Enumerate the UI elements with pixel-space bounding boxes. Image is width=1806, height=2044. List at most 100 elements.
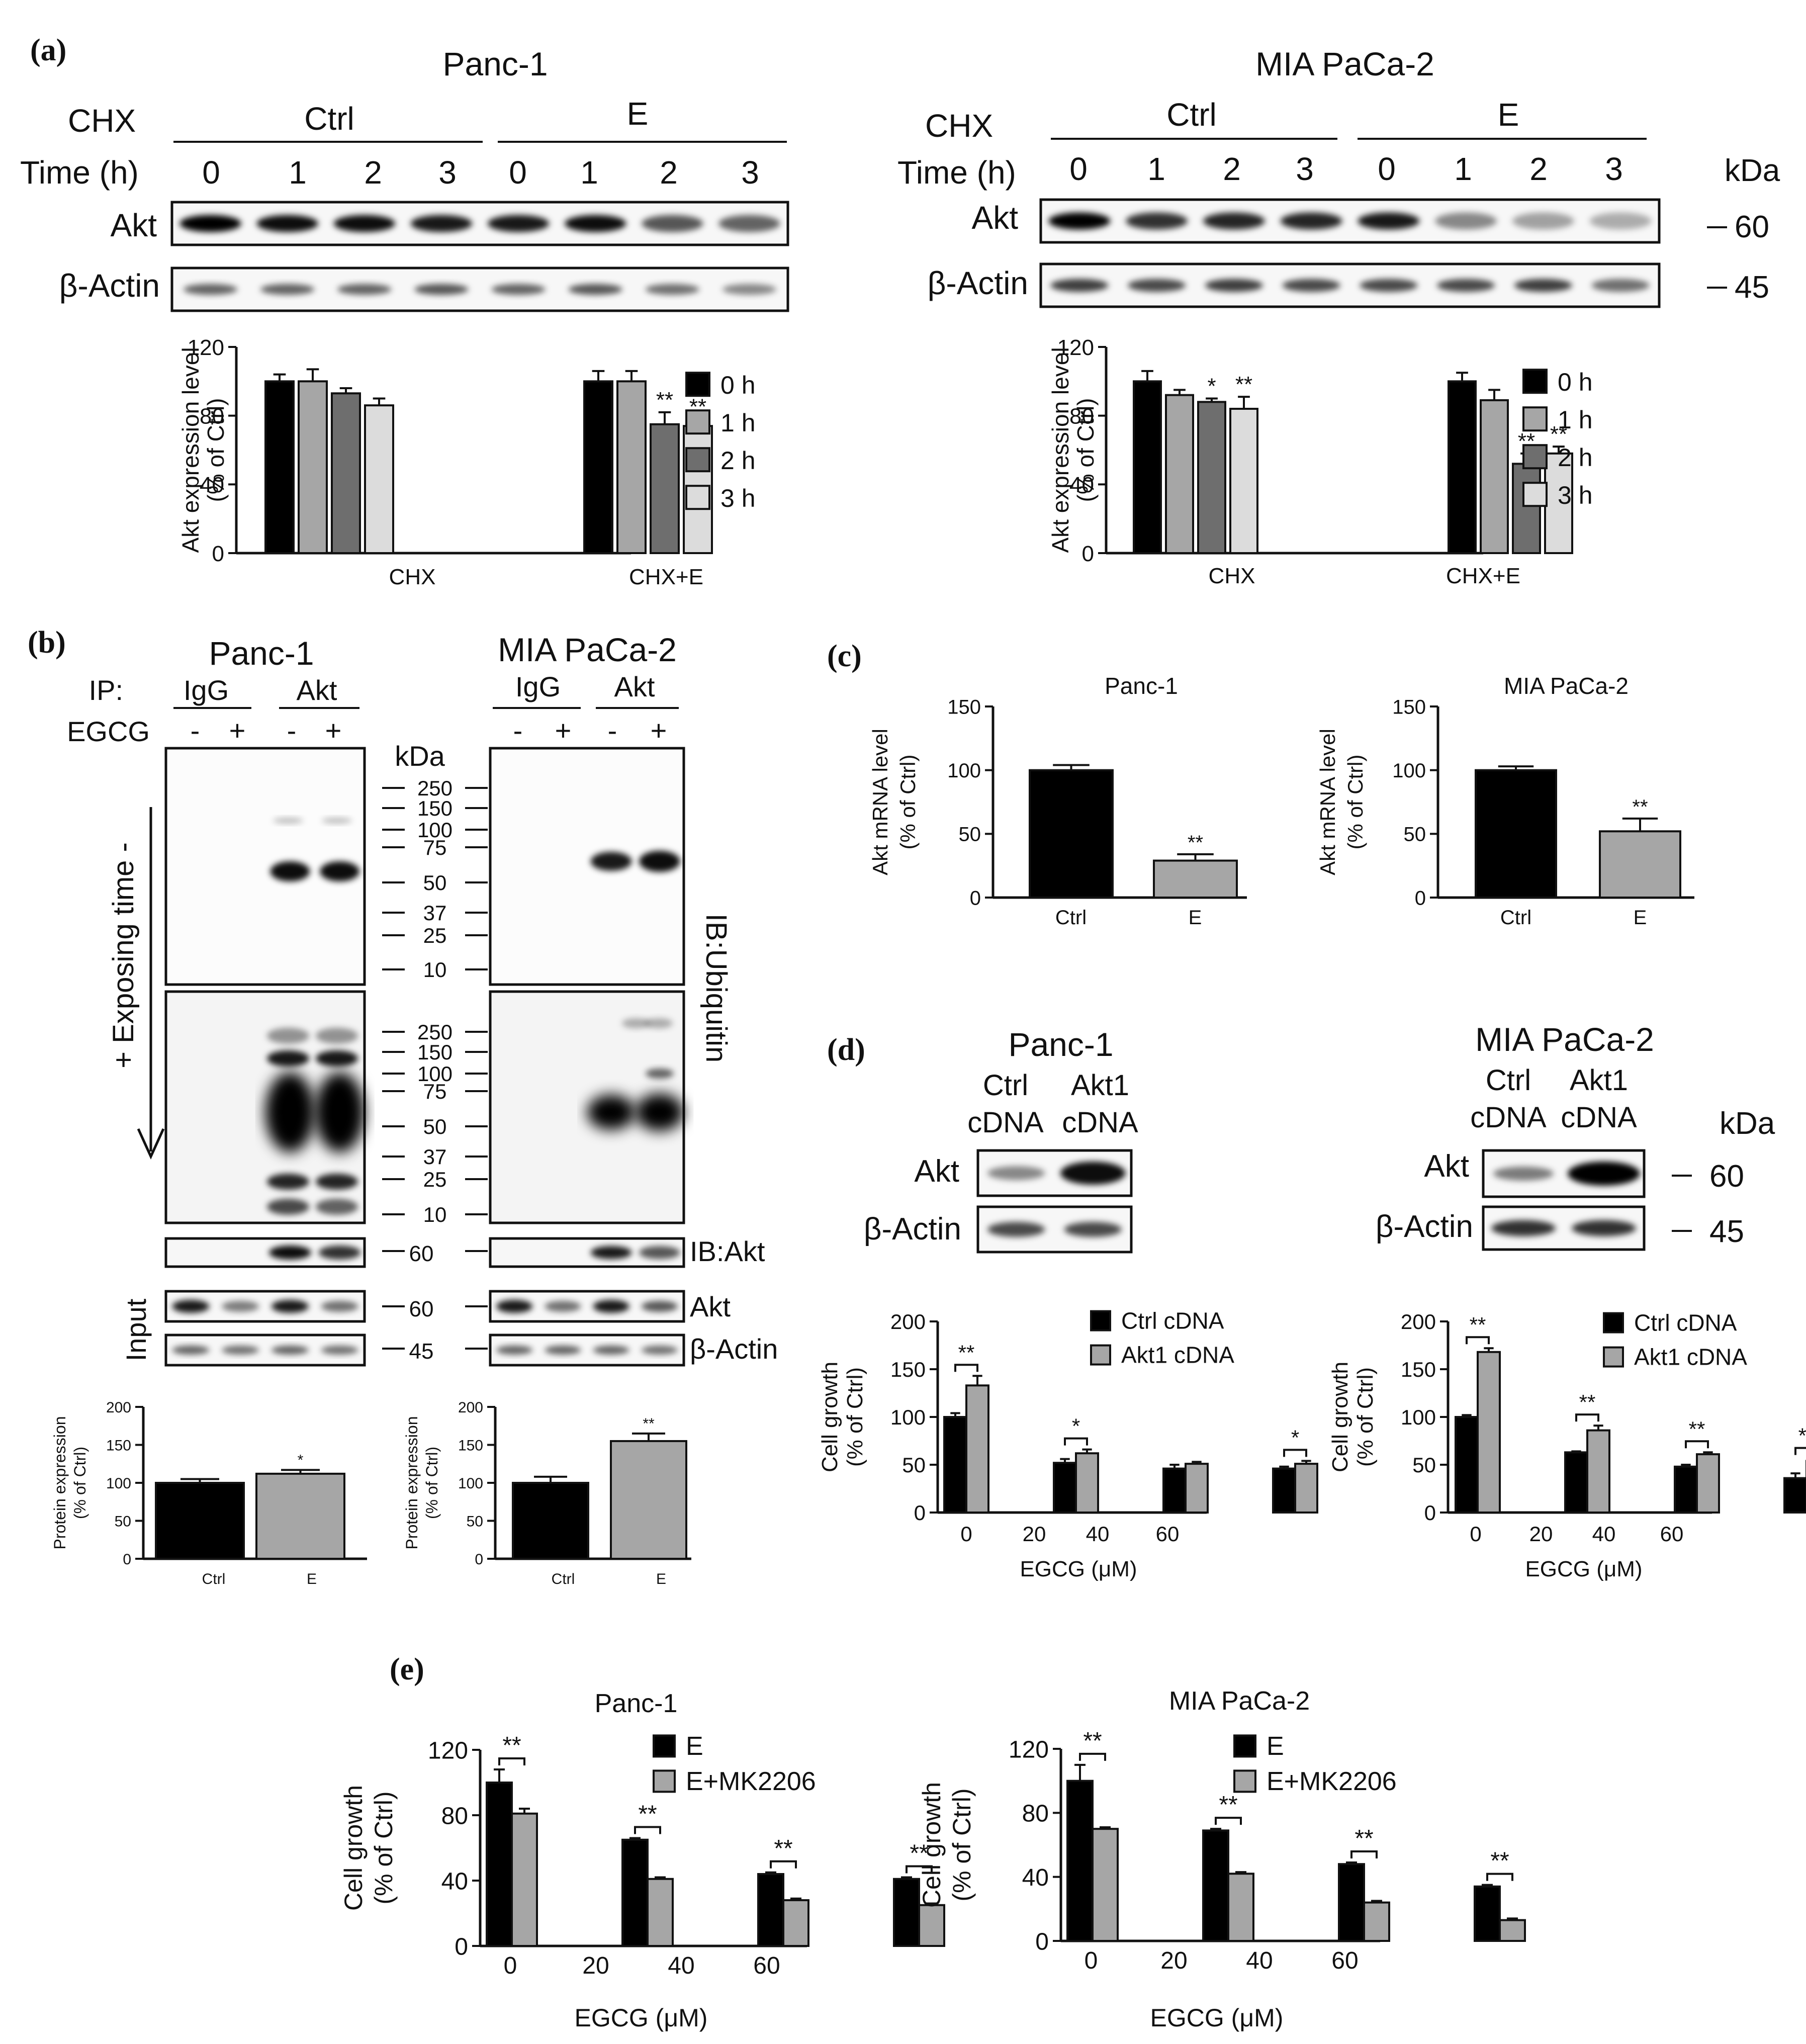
blot-band xyxy=(987,1166,1045,1180)
x-tick-label: 60 xyxy=(1660,1522,1684,1546)
y-tick-label: 0 xyxy=(212,542,224,566)
legend-label: 1 h xyxy=(1558,406,1593,434)
ladder-label: 75 xyxy=(423,1080,447,1103)
y-tick-label: 150 xyxy=(106,1437,131,1454)
blot-band xyxy=(1514,279,1573,292)
blot-band xyxy=(593,1300,629,1313)
blot-band xyxy=(1064,1222,1122,1237)
y-tick-label: 100 xyxy=(1392,760,1426,782)
significance-bracket xyxy=(1794,1447,1806,1455)
a-time-2b: 2 xyxy=(660,154,678,191)
ladder-label: 10 xyxy=(423,1203,447,1226)
a-time-r3b: 3 xyxy=(1605,151,1623,187)
b-ip-igg-left: IgG xyxy=(184,674,229,706)
legend-label: Ctrl cDNA xyxy=(1121,1308,1224,1334)
y-axis-label: (% of Ctrl) xyxy=(203,398,229,502)
legend-label: 3 h xyxy=(720,484,756,512)
b-blot-ibakt-mia xyxy=(489,1237,685,1268)
x-tick-label: 20 xyxy=(1529,1522,1553,1546)
significance-mark: ** xyxy=(643,1415,655,1432)
x-tick-label: 60 xyxy=(1156,1522,1180,1546)
d-row-akt-right: Akt xyxy=(1424,1149,1469,1184)
b-ip-label: IP: xyxy=(89,674,123,706)
bar xyxy=(486,1782,513,1947)
x-tick-label: 0 xyxy=(1085,1947,1098,1974)
bar xyxy=(1294,1463,1318,1514)
legend-swatch xyxy=(653,1769,676,1793)
b-ib-ubiquitin-label: IB:Ubiquitin xyxy=(700,914,733,1063)
blot-band xyxy=(1048,212,1111,230)
d-blot-akt-panc1 xyxy=(976,1149,1133,1197)
blot-band xyxy=(256,215,318,232)
d-lane1-line1-left: Ctrl xyxy=(983,1069,1028,1102)
ladder-label: 50 xyxy=(423,1115,447,1138)
significance-mark: ** xyxy=(774,1835,792,1862)
y-tick-label: 50 xyxy=(959,824,981,846)
b-title-mia: MIA PaCa-2 xyxy=(498,631,677,668)
x-tick-label: 20 xyxy=(1160,1947,1187,1974)
y-tick-label: 0 xyxy=(914,1501,926,1525)
legend-swatch xyxy=(1522,406,1548,432)
significance-bracket xyxy=(1215,1817,1242,1825)
legend-label: Akt1 cDNA xyxy=(1121,1342,1234,1368)
blot-band xyxy=(267,1028,309,1044)
legend-label: 0 h xyxy=(720,371,756,399)
d-lane1-line2-left: cDNA xyxy=(967,1106,1044,1139)
bar xyxy=(616,380,647,554)
bar xyxy=(757,1873,784,1947)
a-row-akt-left: Akt xyxy=(111,207,157,243)
a-time-3: 3 xyxy=(438,154,457,191)
d-kda-label: kDa xyxy=(1720,1106,1775,1141)
legend-label: 0 h xyxy=(1558,368,1593,396)
blot-band xyxy=(1126,212,1188,230)
blot-band xyxy=(635,1093,684,1131)
x-tick-label: CHX+E xyxy=(1446,564,1520,588)
significance-bracket xyxy=(1486,1873,1513,1881)
a-title-mia: MIA PaCa-2 xyxy=(1255,45,1434,82)
y-axis-label: (% of Ctrl) xyxy=(1353,1367,1378,1467)
blot-band xyxy=(1572,1220,1636,1236)
b-sign-3: - xyxy=(287,715,297,746)
legend-label: Ctrl cDNA xyxy=(1634,1310,1737,1336)
bar xyxy=(647,1878,674,1947)
a-blot-actin-mia xyxy=(1039,262,1661,308)
significance-bracket xyxy=(1575,1413,1599,1422)
y-tick-label: 50 xyxy=(1412,1453,1436,1477)
a-time-0: 0 xyxy=(202,154,220,191)
bar xyxy=(1227,1873,1254,1942)
b-sign-8: + xyxy=(651,715,667,746)
y-tick-label: 0 xyxy=(970,887,981,909)
y-tick-label: 80 xyxy=(200,404,224,429)
bar xyxy=(1564,1451,1588,1514)
ladder-label: 100 xyxy=(417,818,453,842)
y-tick-label: 0 xyxy=(1415,887,1426,909)
significance-bracket xyxy=(954,1364,978,1372)
y-axis-label: Cell growth xyxy=(339,1785,368,1911)
a-time-2: 2 xyxy=(364,154,382,191)
x-tick-label: Ctrl xyxy=(202,1571,226,1587)
b-input-label: Input xyxy=(120,1298,152,1361)
significance-mark: ** xyxy=(1188,832,1203,854)
bar xyxy=(1185,1463,1209,1514)
significance-mark: ** xyxy=(1798,1424,1806,1448)
b-ip-akt-right: Akt xyxy=(614,671,655,702)
blot-band xyxy=(222,1301,259,1312)
blot-band xyxy=(641,1346,678,1355)
a-time-1: 1 xyxy=(289,154,307,191)
chart-title: MIA PaCa-2 xyxy=(1504,673,1629,699)
b-ip-akt-left: Akt xyxy=(297,674,337,706)
chart-e-mia: MIA PaCa-2 0 40 80 120 Cell growth (% of Ctrl)… xyxy=(918,1686,1526,2032)
a-time-label-left: Time (h) xyxy=(20,154,139,191)
a-blot-actin-panc1 xyxy=(170,266,789,312)
ladder-label: 37 xyxy=(423,901,447,925)
y-tick-label: 40 xyxy=(1069,473,1094,497)
significance-mark: ** xyxy=(958,1341,975,1364)
b-sign-5: - xyxy=(513,715,523,746)
bar xyxy=(1162,1467,1187,1514)
d-row-actin-right: β-Actin xyxy=(1376,1209,1473,1244)
significance-bracket xyxy=(906,1865,933,1874)
a-row-actin-left: β-Actin xyxy=(59,268,160,304)
y-tick-label: 120 xyxy=(1009,1736,1049,1763)
blot-band xyxy=(568,284,622,295)
